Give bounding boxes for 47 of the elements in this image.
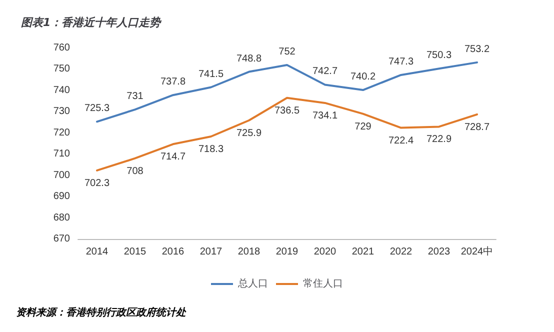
legend-label: 总人口: [237, 278, 268, 290]
y-tick-label: 750: [53, 64, 70, 75]
y-tick-label: 720: [53, 127, 70, 138]
x-tick-label: 2014: [86, 246, 109, 258]
data-label: 731: [126, 91, 144, 102]
y-tick-label: 680: [53, 212, 70, 224]
x-tick-label: 2022: [390, 246, 413, 258]
data-label: 737.8: [160, 76, 186, 88]
data-label: 742.7: [312, 66, 338, 78]
x-tick-label: 2019: [276, 246, 299, 258]
x-tick-label: 2021: [352, 246, 375, 258]
x-tick-label: 2023: [428, 246, 451, 258]
y-tick-label: 760: [53, 42, 70, 54]
y-tick-label: 730: [53, 106, 70, 118]
data-label: 740.2: [350, 72, 376, 83]
y-tick-label: 700: [53, 170, 70, 181]
legend-label: 常住人口: [303, 278, 343, 290]
data-label: 729: [354, 121, 372, 132]
chart-title: 图表1：香港近十年人口走势: [21, 16, 163, 29]
data-label: 708: [126, 166, 144, 177]
x-tick-label: 2016: [162, 246, 185, 258]
data-label: 722.4: [388, 135, 414, 146]
x-tick-label: 2020: [314, 246, 337, 258]
y-tick-label: 670: [53, 234, 70, 244]
data-label: 753.2: [464, 44, 490, 55]
data-label: 750.3: [426, 50, 452, 62]
y-tick-label: 710: [53, 148, 70, 160]
data-label: 741.5: [198, 68, 224, 80]
y-tick-label: 690: [53, 191, 70, 202]
data-label: 725.9: [236, 128, 262, 139]
data-label: 714.7: [160, 152, 186, 163]
data-label: 728.7: [464, 122, 490, 133]
data-label: 718.3: [198, 144, 224, 155]
y-tick-label: 740: [53, 84, 70, 96]
data-label: 747.3: [388, 56, 414, 68]
data-label: 722.9: [426, 134, 452, 146]
data-label: 748.8: [236, 53, 262, 64]
data-label: 734.1: [312, 110, 338, 122]
data-label: 736.5: [274, 105, 300, 116]
data-label: 752: [278, 46, 296, 58]
x-tick-label: 2017: [200, 246, 223, 258]
x-tick-label: 2018: [238, 246, 261, 258]
data-label: 702.3: [84, 178, 110, 189]
x-tick-label: 2015: [124, 246, 147, 258]
text: 资料来源：香港特别行政区政府统计处: [16, 306, 187, 318]
x-tick-label: 2024中: [460, 246, 494, 258]
data-label: 725.3: [84, 103, 110, 114]
